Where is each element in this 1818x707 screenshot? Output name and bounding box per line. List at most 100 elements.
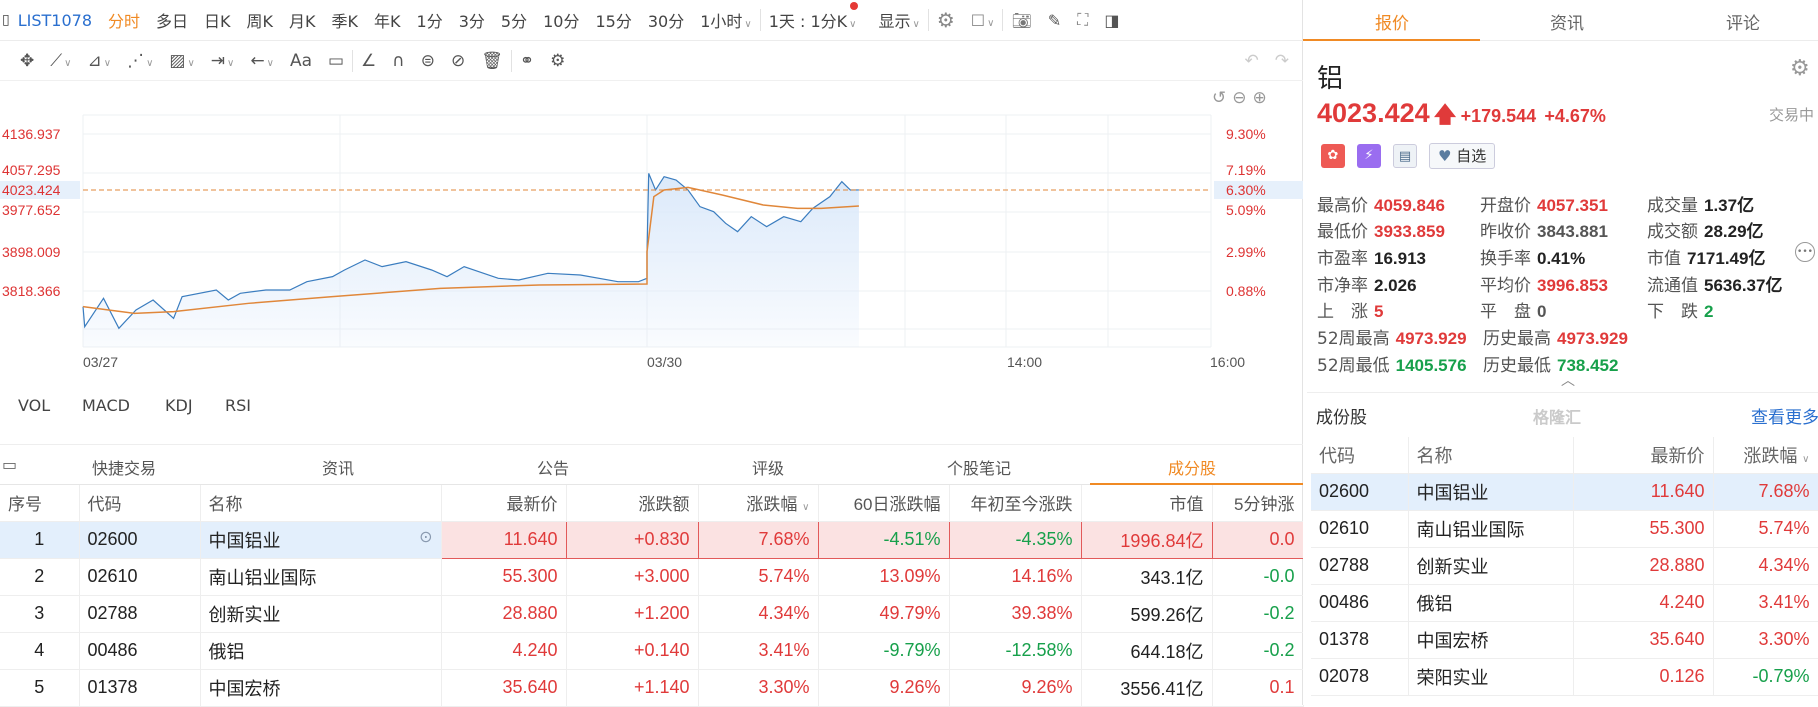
- table-row[interactable]: 01378 中国宏桥 35.640 3.30%: [1311, 621, 1818, 659]
- table-row[interactable]: 02788 创新实业 28.880 4.34%: [1311, 547, 1818, 585]
- camera-icon[interactable]: 📷︎: [1011, 10, 1032, 30]
- column-header[interactable]: 最新价: [1573, 437, 1714, 474]
- text-tool-icon[interactable]: Aa: [289, 50, 312, 71]
- table-row[interactable]: 02610 南山铝业国际 55.300 5.74%: [1311, 510, 1818, 548]
- table-row[interactable]: 02600 中国铝业 11.640 7.68%: [1311, 473, 1818, 511]
- bottom-tab[interactable]: 成分股: [1168, 459, 1217, 478]
- zoom-in-icon[interactable]: ⊕: [1252, 88, 1267, 108]
- table-row[interactable]: 02078 荣阳实业 0.126 -0.79%: [1311, 658, 1818, 696]
- redo-icon[interactable]: ↷: [1274, 50, 1289, 71]
- period-2[interactable]: 日K: [204, 12, 231, 31]
- chart-style-icon[interactable]: ☐ ∨: [970, 10, 995, 30]
- period-10[interactable]: 10分: [543, 12, 580, 31]
- pencil-icon[interactable]: ✎: [1047, 10, 1062, 30]
- wave-tool-icon[interactable]: ⋰ ∨: [127, 50, 154, 71]
- indicator-tab-vol[interactable]: VOL: [18, 396, 51, 415]
- indicator-tab-kdj[interactable]: KDJ: [165, 396, 193, 415]
- period-8[interactable]: 3分: [458, 12, 485, 31]
- column-header[interactable]: 代码: [79, 485, 201, 522]
- column-header[interactable]: 名称: [1408, 437, 1574, 474]
- table-row[interactable]: 00486 俄铝 4.240 3.41%: [1311, 584, 1818, 622]
- column-header[interactable]: 市值: [1081, 485, 1213, 522]
- table-row[interactable]: 2 02610 南山铝业国际 55.300 +3.000 5.74% 13.09% 14.16…: [0, 558, 1304, 596]
- column-header[interactable]: 涨跌幅 ∨: [698, 485, 819, 522]
- bottom-tab[interactable]: 个股笔记: [947, 459, 1012, 478]
- settings-icon[interactable]: ⚙: [936, 8, 955, 32]
- zoom-out-icon[interactable]: ⊖: [1232, 88, 1247, 108]
- period-4[interactable]: 月K: [289, 12, 316, 31]
- bottom-tab[interactable]: 评级: [752, 459, 785, 478]
- hour-select[interactable]: 1小时 ∨: [692, 8, 760, 32]
- note-icon[interactable]: ▤: [1393, 144, 1417, 168]
- view-more-link[interactable]: 查看更多: [1751, 408, 1818, 428]
- comment-icon[interactable]: ▭: [327, 50, 345, 71]
- undo-icon[interactable]: ↶: [1244, 50, 1259, 71]
- table-row[interactable]: 4 00486 俄铝 4.240 +0.140 3.41% -9.79% -12.58% 644…: [0, 632, 1304, 670]
- period-5[interactable]: 季K: [331, 12, 359, 31]
- magnet-icon[interactable]: ∩: [392, 50, 405, 71]
- column-header[interactable]: 60日涨跌幅: [818, 485, 950, 522]
- period-0[interactable]: 分时: [108, 12, 141, 31]
- lock-icon[interactable]: ⊜: [420, 50, 435, 71]
- column-header[interactable]: 序号: [0, 485, 80, 522]
- compare-icon[interactable]: ⚭: [519, 50, 535, 71]
- symbol-label[interactable]: LIST1078: [17, 10, 92, 30]
- tab-quote[interactable]: 报价: [1375, 14, 1409, 34]
- column-header[interactable]: 年初至今涨跌: [949, 485, 1082, 522]
- x-tick-label: 03/30: [647, 354, 683, 370]
- reset-icon[interactable]: ↺: [1212, 88, 1227, 108]
- layout-icon[interactable]: ▯: [2, 12, 10, 28]
- period-6[interactable]: 年K: [374, 12, 401, 31]
- line-tool-icon[interactable]: ⟋ ∨: [50, 50, 72, 71]
- measure-tool-icon[interactable]: ⇥ ∨: [210, 50, 235, 71]
- hide-icon[interactable]: ⊘: [451, 50, 466, 71]
- table-row[interactable]: 3 02788 创新实业 28.880 +1.200 4.34% 49.79% 39.38% 5…: [0, 595, 1304, 633]
- fib-tool-icon[interactable]: ▨ ∨: [169, 50, 195, 71]
- bottom-tab[interactable]: 资讯: [322, 459, 355, 478]
- column-header[interactable]: 涨跌幅 ∨: [1713, 437, 1818, 474]
- period-3[interactable]: 周K: [246, 12, 274, 31]
- level2-icon[interactable]: ⚡: [1357, 144, 1381, 168]
- tab-comments[interactable]: 评论: [1726, 14, 1760, 34]
- period-1[interactable]: 多日: [156, 12, 189, 31]
- watchlist-button[interactable]: ♥ 自选: [1429, 143, 1496, 169]
- cell-text: 02600: [87, 529, 138, 549]
- table-row[interactable]: 1 02600 中国铝业 ⊙ 11.640 +0.830 7.68% -4.51% -4.35%…: [0, 520, 1304, 559]
- cell-text: 599.26亿: [1130, 604, 1204, 625]
- indicator-tab-macd[interactable]: MACD: [82, 396, 130, 415]
- polyline-tool-icon[interactable]: ⊿ ∨: [87, 50, 112, 71]
- watch-eye-icon[interactable]: ⊙: [419, 528, 433, 546]
- cell-0: 02788: [1311, 547, 1409, 585]
- column-header[interactable]: 涨跌额: [566, 485, 699, 522]
- bottom-tab[interactable]: 快捷交易: [92, 459, 157, 478]
- intraday-chart[interactable]: [0, 0, 1303, 380]
- bottom-tab[interactable]: 公告: [537, 459, 570, 478]
- column-header[interactable]: 名称: [200, 485, 442, 522]
- move-icon[interactable]: ✥: [20, 50, 35, 71]
- display-select[interactable]: 显示 ∨: [870, 8, 927, 32]
- column-header[interactable]: 代码: [1311, 437, 1409, 474]
- period-9[interactable]: 5分: [500, 12, 528, 31]
- cell-text: 3.30%: [758, 677, 810, 697]
- more-icon[interactable]: •••: [1795, 242, 1815, 262]
- period-11[interactable]: 15分: [595, 12, 632, 31]
- angle-icon[interactable]: ∠: [361, 50, 377, 71]
- cell-text: -0.2: [1263, 640, 1295, 660]
- panel-toggle-icon[interactable]: ◨: [1104, 10, 1120, 30]
- tab-news[interactable]: 资讯: [1550, 14, 1584, 34]
- column-header[interactable]: 最新价: [441, 485, 567, 522]
- collapse-chevron-icon[interactable]: ︿: [1561, 373, 1575, 389]
- arrow-tool-icon[interactable]: ← ∨: [250, 50, 274, 71]
- fullscreen-icon[interactable]: ⛶: [1077, 10, 1089, 29]
- settings-icon[interactable]: ⚙: [1790, 56, 1810, 81]
- period-12[interactable]: 30分: [647, 12, 685, 31]
- minimize-icon[interactable]: ▭: [2, 455, 18, 474]
- column-header[interactable]: 5分钟涨: [1212, 485, 1304, 522]
- day-mode-select[interactable]: 1天 : 1分K ∨: [761, 2, 865, 32]
- divider: [352, 49, 354, 72]
- table-row[interactable]: 5 01378 中国宏桥 35.640 +1.140 3.30% 9.26% 9.26% 355…: [0, 669, 1304, 707]
- trash-icon[interactable]: 🗑︎: [481, 50, 503, 71]
- period-7[interactable]: 1分: [416, 12, 443, 31]
- indicator-tab-rsi[interactable]: RSI: [225, 396, 251, 415]
- drawing-settings-icon[interactable]: ⚙: [550, 50, 566, 71]
